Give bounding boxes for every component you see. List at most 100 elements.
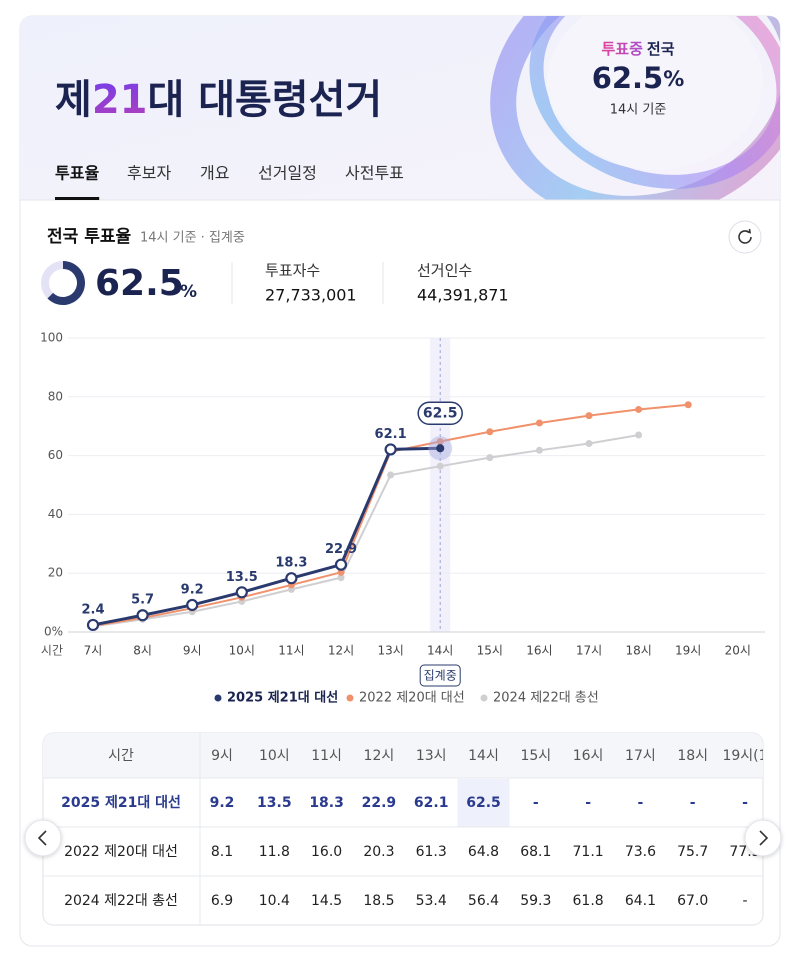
x-tick-label: 16시 (526, 644, 552, 658)
point (436, 462, 444, 470)
point (387, 471, 395, 479)
table-cell: 64.8 (468, 844, 499, 860)
column-header: 12시 (364, 748, 395, 764)
table-cell: 9.2 (210, 795, 235, 811)
x-tick-label: 19시 (675, 644, 701, 658)
tabs: 투표율 후보자 개요 선거일정 사전투표 (55, 164, 404, 200)
x-tick-label: 14시 (427, 644, 453, 658)
title-part: 제 (55, 77, 92, 123)
point (535, 446, 543, 454)
table-cell: 20.3 (363, 844, 394, 860)
column-header: 13시 (416, 748, 447, 764)
callout-box (417, 401, 463, 425)
y-tick-label: 20 (48, 566, 63, 580)
series-line (92, 446, 441, 627)
x-tick-label: 15시 (477, 644, 503, 658)
title-number: 21 (92, 77, 148, 123)
table-cell: - (742, 795, 748, 811)
legend-swatch (480, 694, 488, 702)
x-tick-label: 10시 (229, 644, 255, 658)
stat-value: 27,733,001 (265, 286, 357, 305)
stat-value: 44,391,871 (417, 286, 509, 305)
point (585, 440, 593, 448)
column-header: 15시 (520, 748, 551, 764)
row-label: 2025 제21대 대선 (61, 795, 181, 811)
annotation: 집계중 (424, 669, 457, 683)
table-cell: 68.1 (520, 844, 551, 860)
x-tick-label: 20시 (725, 644, 751, 658)
point (384, 443, 397, 456)
data-label: 22.9 (325, 542, 357, 557)
legend-swatch (214, 694, 222, 702)
table-cell: 64.1 (625, 893, 656, 909)
table-cell: 67.0 (677, 893, 708, 909)
table-cell: 18.5 (363, 893, 394, 909)
point (337, 568, 345, 576)
point (285, 572, 298, 585)
column-header: 17시 (625, 748, 656, 764)
table-cell: 14.5 (311, 893, 342, 909)
point (136, 609, 149, 622)
table-cell: 16.0 (311, 844, 342, 860)
x-tick-label: 8시 (133, 644, 152, 658)
tab[interactable]: 투표율 (55, 164, 99, 183)
nav-prev[interactable] (24, 819, 62, 857)
donut-arc (47, 261, 85, 305)
column-header: 9시 (211, 748, 233, 764)
data-label: 2.4 (81, 602, 104, 617)
column-header: 10시 (259, 748, 290, 764)
x-tick-label: 9시 (183, 644, 202, 658)
table-cell: 8.1 (211, 844, 233, 860)
y-tick-label: 100 (40, 331, 63, 345)
table-cell: 71.1 (573, 844, 604, 860)
stat-label: 투표자수 (265, 262, 320, 280)
legend-swatch (346, 694, 354, 702)
table-cell: 22.9 (362, 795, 397, 811)
legend-label: 2024 제22대 총선 (493, 691, 599, 706)
table-cell: 73.6 (625, 844, 656, 860)
table-cell: - (742, 893, 747, 909)
refresh-button[interactable] (728, 220, 762, 254)
legend-label: 2022 제20대 대선 (359, 691, 465, 706)
y-tick-label: 0% (44, 625, 63, 639)
badge-line: 투표중 전국 (601, 40, 674, 58)
point (635, 405, 643, 413)
tab-indicator (55, 197, 100, 200)
table-cell: 10.4 (259, 893, 290, 909)
table-cell: 18.3 (309, 795, 344, 811)
badge-rate: 62.5% (592, 61, 685, 95)
badge-rate-unit: % (663, 67, 684, 91)
y-tick-label: 60 (48, 448, 63, 462)
data-label: 18.3 (275, 556, 307, 571)
column-header: 14시 (468, 748, 499, 764)
column-header: 19시(1 (722, 748, 767, 764)
table-header: 시간 (108, 748, 134, 764)
x-tick-label: 13시 (377, 644, 403, 658)
section-title: 전국 투표율 (47, 227, 131, 247)
table-cell: 61.3 (416, 844, 447, 860)
data-label: 13.5 (226, 570, 258, 585)
data-label: 5.7 (131, 593, 154, 608)
table-cell: 59.3 (520, 893, 551, 909)
nav-next[interactable] (744, 819, 782, 857)
table-body: 시간 9시 10시 11시 12시 13시 14시 15시 16시 17시 18시 19시(1 2025… (43, 733, 767, 925)
point (436, 444, 445, 453)
tab[interactable]: 사전투표 (345, 164, 404, 183)
header-banner (20, 16, 780, 200)
tab[interactable]: 후보자 (127, 164, 171, 183)
point (186, 598, 199, 612)
stats: 투표자수 27,733,001 선거인수 44,391,871 (265, 262, 509, 305)
chart: 0% 20 40 60 80 100 시간 7시 8시 9시 10시 11시 12시 13시 14시 15시 1… (40, 331, 765, 706)
point (535, 419, 543, 427)
table: 시간 9시 10시 11시 12시 13시 14시 15시 16시 17시 18시 19시(1 2025… (42, 732, 767, 926)
tab[interactable]: 선거일정 (258, 164, 317, 183)
x-tick-label: 12시 (328, 644, 354, 658)
point (635, 431, 643, 439)
donut (41, 261, 85, 305)
table-cell: 61.8 (573, 893, 604, 909)
legend-label: 2025 제21대 대선 (227, 690, 338, 706)
tab[interactable]: 개요 (200, 164, 229, 183)
point (334, 558, 348, 571)
badge-rate-value: 62.5 (592, 61, 664, 95)
table-header-bg (43, 733, 763, 778)
